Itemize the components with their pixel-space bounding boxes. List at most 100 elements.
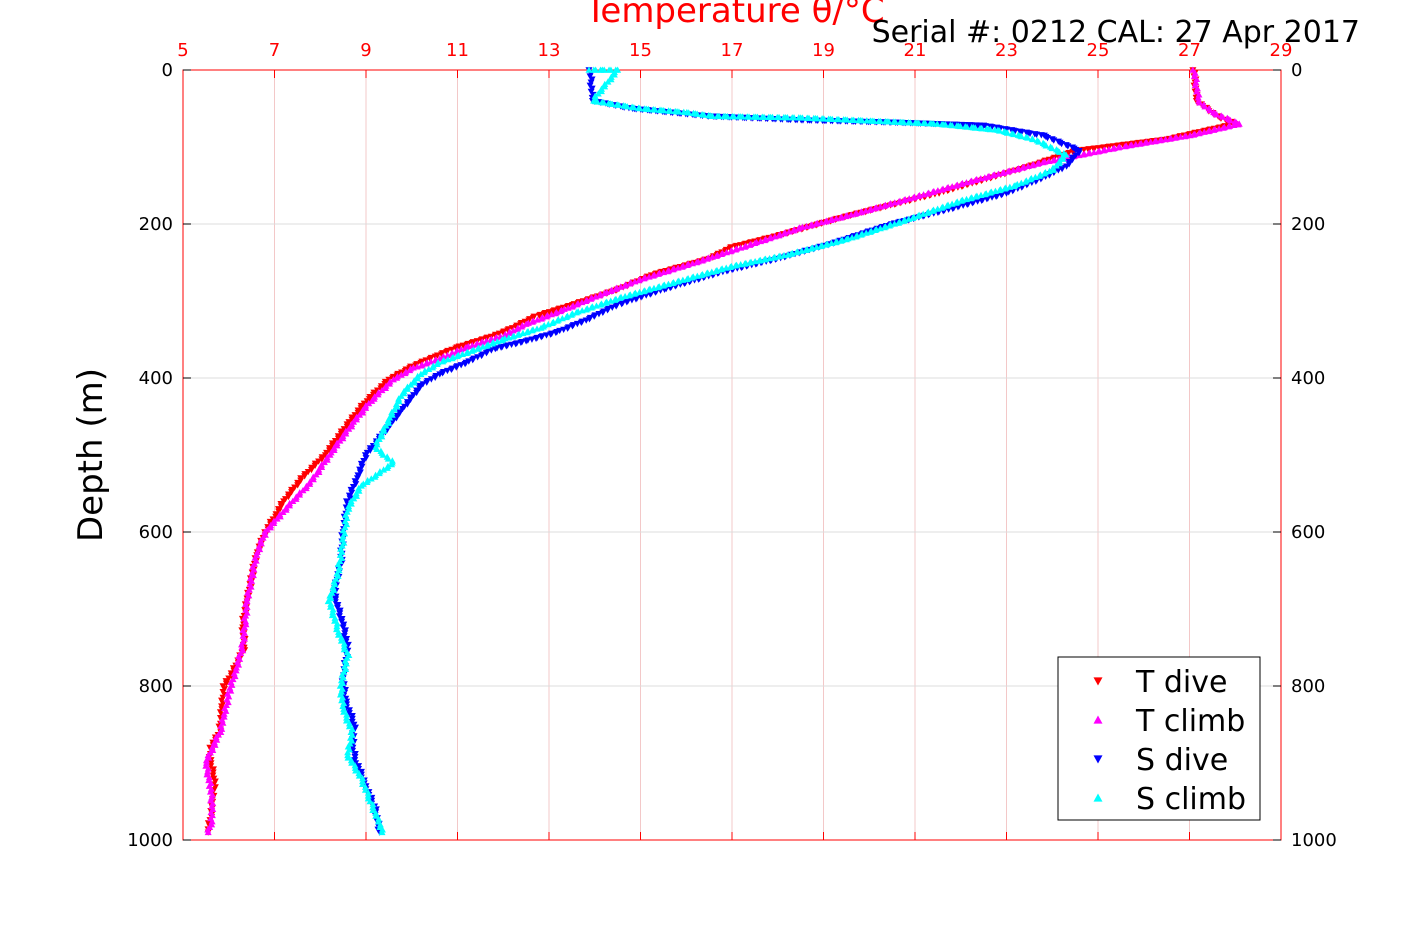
data-point — [548, 319, 556, 327]
data-point — [479, 343, 487, 350]
data-point — [956, 122, 964, 130]
data-point — [731, 262, 739, 269]
data-point — [422, 360, 430, 367]
data-point — [587, 295, 595, 302]
data-point — [375, 469, 383, 477]
data-point — [444, 355, 452, 363]
data-point — [669, 266, 677, 273]
data-point — [393, 400, 401, 407]
legend-marker — [1093, 715, 1103, 724]
data-point — [369, 806, 377, 813]
data-point — [1196, 99, 1204, 106]
data-point — [942, 121, 950, 128]
y-tick-label-left: 800 — [139, 676, 173, 697]
y-tick-label-right: 1000 — [1291, 830, 1337, 851]
data-point — [301, 473, 309, 480]
data-point — [522, 320, 530, 327]
data-point — [683, 261, 691, 268]
data-point — [943, 184, 951, 192]
data-point — [329, 606, 337, 613]
data-point — [895, 219, 903, 226]
series-layer — [202, 66, 1243, 836]
data-point — [640, 275, 648, 282]
data-point — [1177, 133, 1185, 140]
data-point — [345, 722, 353, 730]
data-point — [909, 214, 917, 221]
data-point — [304, 469, 312, 476]
data-point — [1031, 173, 1039, 181]
data-point — [738, 113, 746, 120]
data-point — [957, 180, 965, 188]
data-point — [528, 327, 536, 334]
data-point — [678, 263, 686, 270]
legend-marker — [1093, 755, 1103, 764]
data-point — [333, 623, 341, 630]
data-point — [542, 313, 550, 320]
data-point — [999, 169, 1007, 176]
data-point — [607, 297, 615, 304]
data-point — [900, 217, 908, 224]
data-point — [347, 756, 355, 764]
y-tick-label-right: 400 — [1291, 368, 1325, 389]
x-tick-label: 7 — [269, 40, 280, 61]
data-point — [352, 767, 360, 774]
data-point — [205, 773, 213, 781]
data-point — [596, 292, 604, 299]
data-point — [822, 218, 830, 225]
data-point — [425, 365, 433, 372]
data-point — [1019, 164, 1027, 171]
data-point — [871, 226, 879, 234]
data-point — [279, 508, 287, 515]
data-point — [780, 251, 788, 259]
data-point — [654, 283, 662, 291]
data-point — [1200, 128, 1208, 135]
data-point — [630, 290, 638, 297]
data-point — [443, 351, 451, 359]
data-point — [669, 279, 677, 287]
legend-label: S climb — [1136, 782, 1246, 817]
data-point — [204, 828, 212, 836]
data-point — [384, 455, 392, 462]
data-point — [986, 125, 994, 133]
data-point — [880, 202, 888, 209]
data-point — [1121, 142, 1129, 150]
data-point — [967, 178, 975, 185]
data-point — [227, 687, 235, 694]
data-point — [828, 239, 836, 247]
data-point — [934, 187, 942, 194]
data-point — [1055, 160, 1063, 167]
data-point — [757, 237, 765, 245]
data-point — [1042, 142, 1050, 149]
data-point — [1166, 135, 1174, 142]
data-point — [1094, 148, 1102, 155]
data-point — [732, 246, 740, 253]
data-point — [741, 243, 749, 250]
data-point — [282, 506, 290, 513]
data-point — [933, 120, 941, 127]
data-point — [906, 119, 914, 126]
data-point — [712, 267, 720, 275]
data-point — [385, 376, 393, 384]
data-point — [842, 212, 850, 220]
data-point — [730, 113, 738, 120]
data-point — [1151, 137, 1159, 145]
data-point — [674, 264, 682, 271]
data-point — [202, 759, 210, 766]
legend-marker — [1093, 793, 1103, 802]
data-point — [509, 333, 517, 340]
y-tick-label-right: 600 — [1291, 522, 1325, 543]
data-point — [746, 241, 754, 248]
data-point — [366, 798, 374, 805]
data-point — [817, 218, 825, 226]
data-point — [453, 352, 461, 360]
data-point — [700, 111, 708, 118]
data-point — [592, 302, 600, 309]
data-point — [359, 780, 367, 787]
data-point — [934, 205, 942, 212]
data-point — [468, 341, 476, 349]
data-point — [1213, 111, 1221, 118]
data-point — [612, 285, 620, 292]
data-point — [688, 274, 696, 281]
data-point — [553, 317, 561, 324]
y-tick-label-right: 0 — [1291, 60, 1302, 81]
